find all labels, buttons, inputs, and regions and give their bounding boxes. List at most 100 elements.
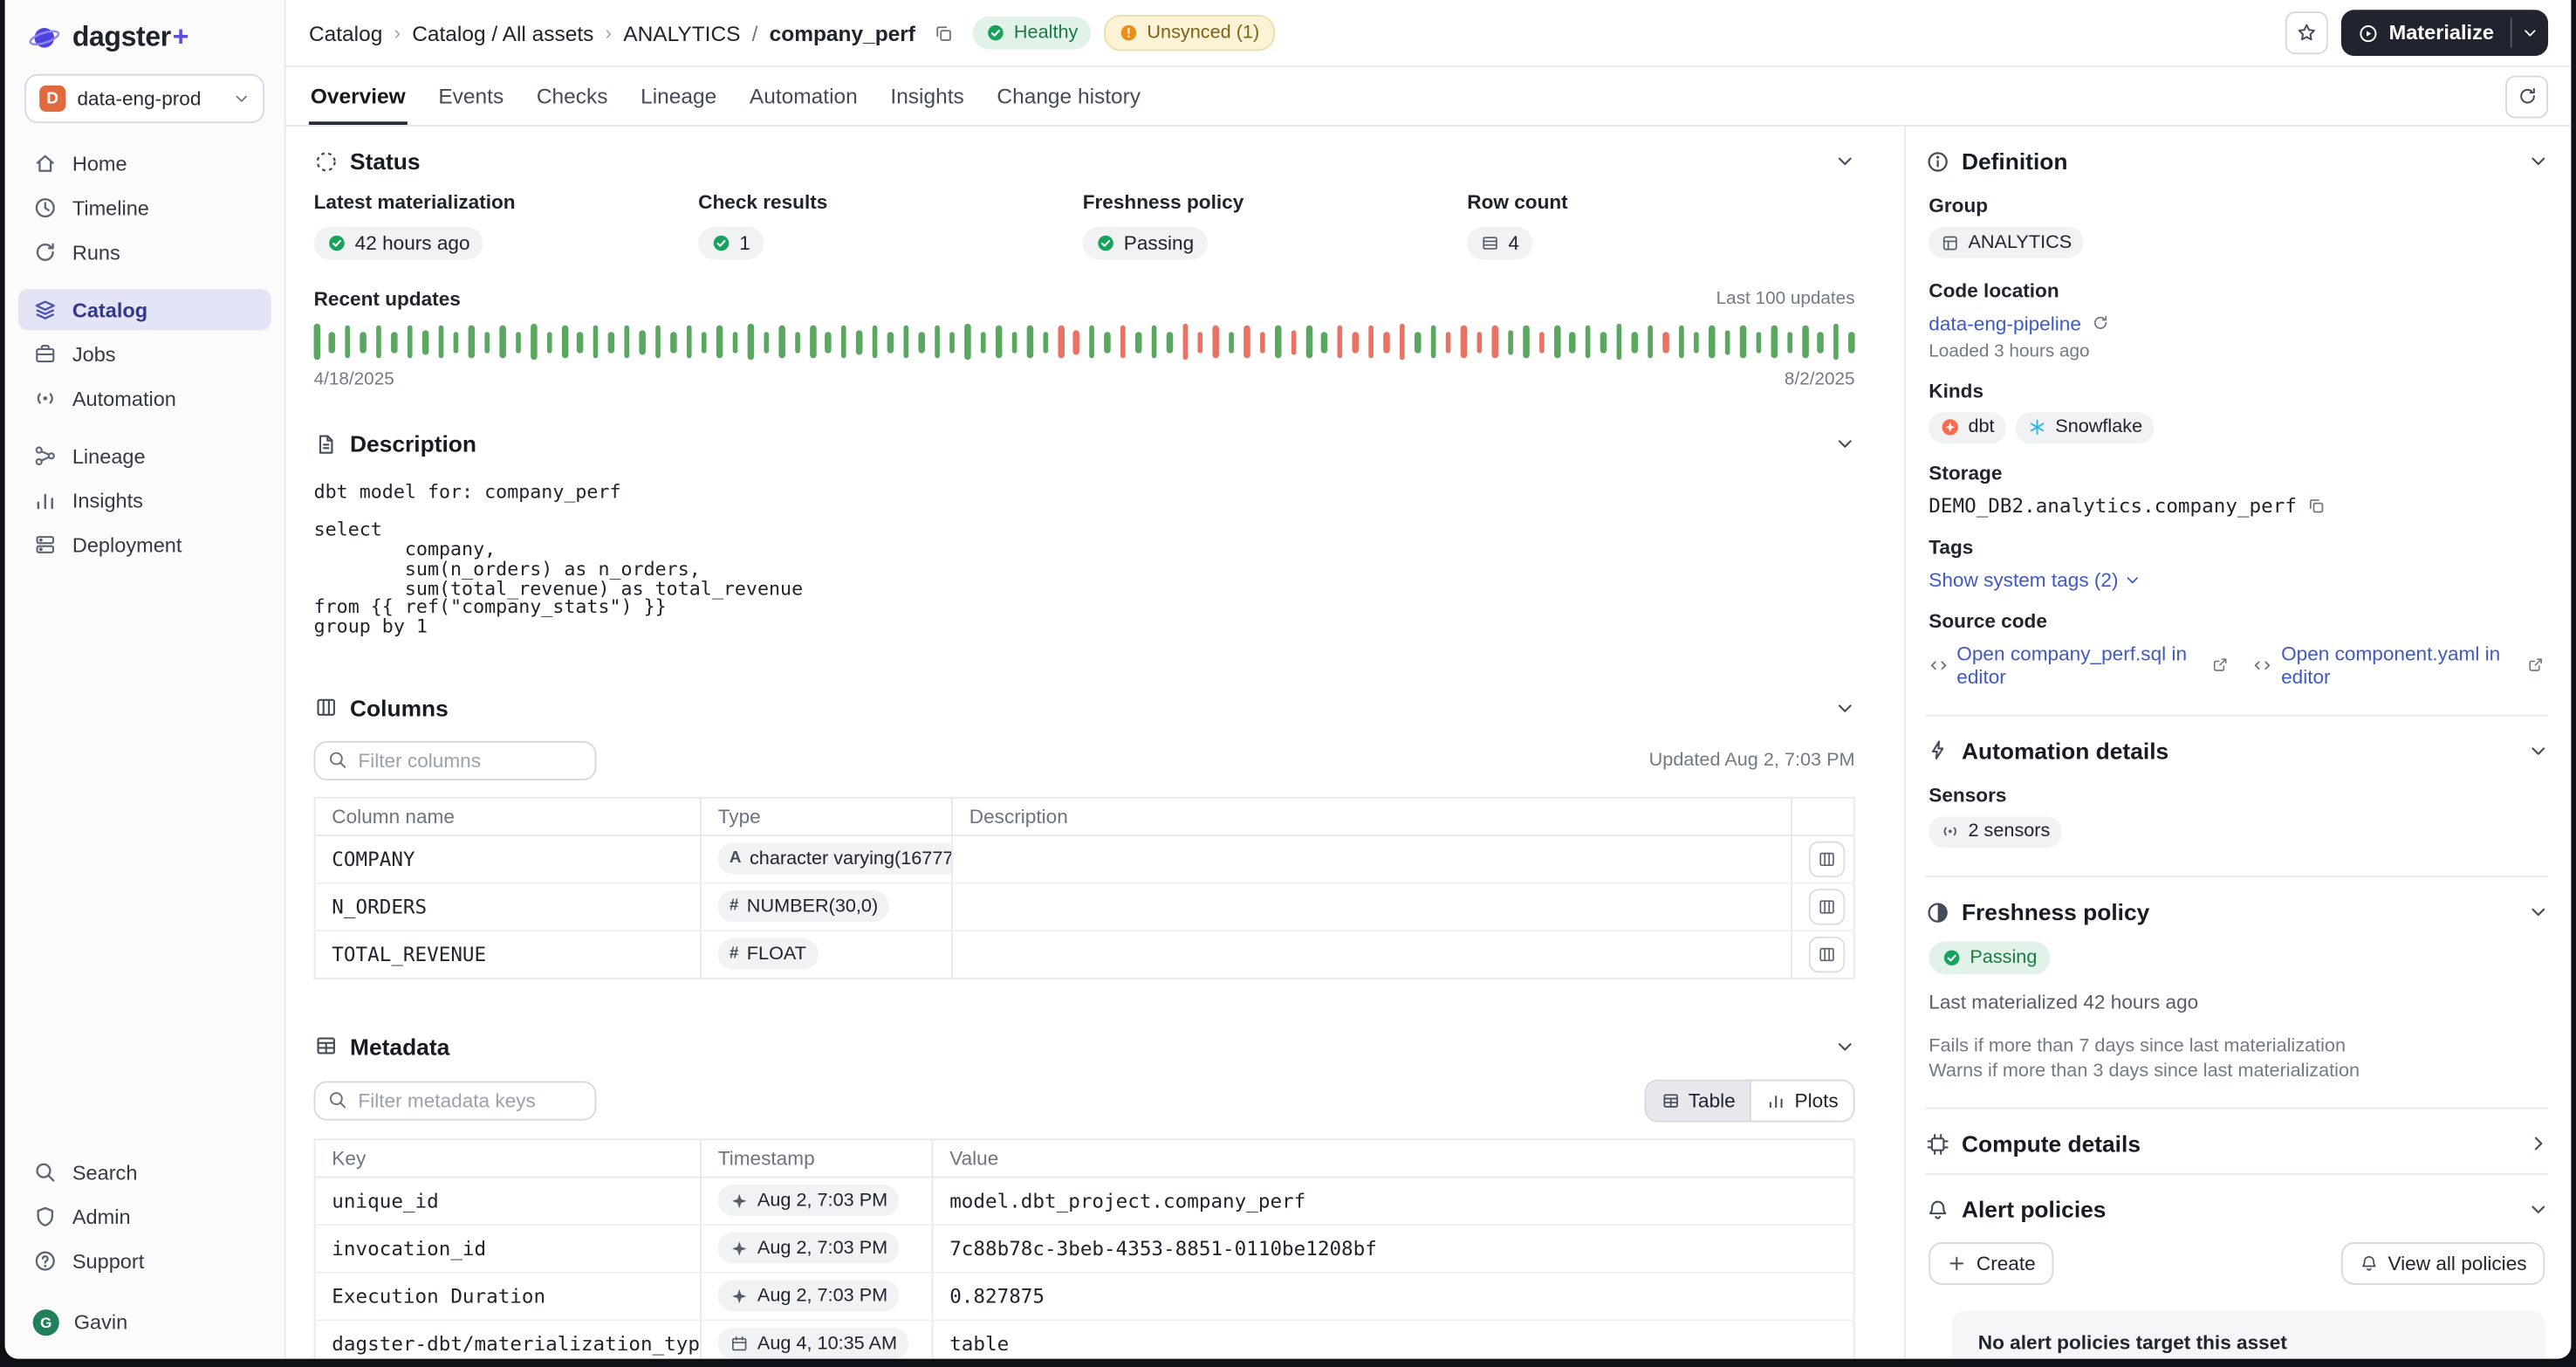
update-bar[interactable] — [593, 325, 599, 359]
tab-lineage[interactable]: Lineage — [641, 83, 717, 109]
update-bar[interactable] — [887, 331, 894, 353]
sidebar-item-admin[interactable]: Admin — [18, 1196, 271, 1237]
expand-chevron-icon[interactable] — [2528, 1134, 2548, 1154]
update-bar[interactable] — [1569, 331, 1576, 353]
update-bar[interactable] — [469, 325, 475, 359]
update-bar[interactable] — [1709, 325, 1716, 359]
update-bar[interactable] — [1104, 331, 1111, 353]
update-bar[interactable] — [546, 331, 552, 353]
filter-columns-input[interactable] — [313, 740, 597, 780]
update-bar[interactable] — [732, 331, 738, 353]
update-bar[interactable] — [701, 331, 708, 353]
sidebar-item-home[interactable]: Home — [18, 143, 271, 184]
sidebar-item-timeline[interactable]: Timeline — [18, 188, 271, 229]
sidebar-item-user[interactable]: G Gavin — [18, 1302, 271, 1343]
timestamp-badge[interactable]: Aug 2, 7:03 PM — [717, 1185, 900, 1217]
favorite-button[interactable] — [2285, 11, 2328, 55]
sidebar-item-lineage[interactable]: Lineage — [18, 436, 271, 477]
update-bar[interactable] — [1833, 323, 1840, 361]
update-bar[interactable] — [1259, 331, 1266, 353]
status-value-badge[interactable]: Passing — [1082, 226, 1208, 260]
update-bar[interactable] — [484, 331, 490, 353]
code-location-link[interactable]: data-eng-pipeline — [1929, 311, 2081, 335]
collapse-chevron-icon[interactable] — [2528, 902, 2548, 922]
update-bar[interactable] — [1151, 325, 1157, 359]
sidebar-item-support[interactable]: Support — [18, 1240, 271, 1281]
tab-checks[interactable]: Checks — [536, 83, 608, 109]
update-bar[interactable] — [654, 325, 661, 359]
update-bar[interactable] — [1724, 329, 1731, 354]
update-bar[interactable] — [716, 325, 723, 359]
source-code-link[interactable]: Open component.yaml in editor — [2253, 642, 2545, 688]
update-bar[interactable] — [453, 331, 460, 353]
update-bar[interactable] — [1337, 325, 1343, 359]
update-bar[interactable] — [1523, 325, 1530, 359]
update-bar[interactable] — [623, 325, 630, 359]
update-bar[interactable] — [1120, 325, 1127, 359]
update-bar[interactable] — [1445, 331, 1452, 353]
update-bar[interactable] — [561, 325, 568, 359]
sidebar-item-deployment[interactable]: Deployment — [18, 524, 271, 565]
source-code-link[interactable]: Open company_perf.sql in editor — [1929, 642, 2230, 688]
update-bar[interactable] — [1802, 325, 1808, 359]
update-bar[interactable] — [1786, 331, 1793, 353]
update-bar[interactable] — [1771, 325, 1778, 359]
tab-events[interactable]: Events — [438, 83, 504, 109]
update-bar[interactable] — [1461, 325, 1468, 359]
update-bar[interactable] — [778, 325, 785, 359]
view-column-metadata-button[interactable] — [1808, 936, 1846, 972]
update-bar[interactable] — [1197, 331, 1203, 353]
update-bar[interactable] — [794, 331, 800, 353]
breadcrumb-group[interactable]: ANALYTICS — [623, 20, 741, 45]
update-bar[interactable] — [1415, 331, 1421, 353]
update-bar[interactable] — [391, 331, 398, 353]
update-bar[interactable] — [1740, 325, 1746, 359]
update-bar[interactable] — [1662, 331, 1668, 353]
update-bar[interactable] — [1491, 325, 1498, 359]
update-bar[interactable] — [856, 329, 863, 354]
refresh-button[interactable] — [2505, 74, 2549, 118]
update-bar[interactable] — [1678, 325, 1684, 359]
update-bar[interactable] — [1275, 325, 1281, 359]
copy-storage-icon[interactable] — [2306, 495, 2326, 515]
update-bar[interactable] — [763, 331, 770, 353]
update-bar[interactable] — [1693, 331, 1700, 353]
update-bar[interactable] — [407, 325, 413, 359]
update-bar[interactable] — [1042, 331, 1049, 353]
update-bar[interactable] — [531, 323, 537, 361]
update-bar[interactable] — [1429, 325, 1436, 359]
timestamp-badge[interactable]: Aug 2, 7:03 PM — [717, 1233, 900, 1264]
update-bar[interactable] — [1073, 329, 1079, 354]
update-bar[interactable] — [639, 329, 646, 354]
materialize-dropdown-button[interactable] — [2512, 10, 2548, 56]
update-bar[interactable] — [810, 325, 816, 359]
update-bar[interactable] — [949, 331, 956, 353]
collapse-chevron-icon[interactable] — [1835, 1036, 1855, 1056]
group-badge[interactable]: ANALYTICS — [1929, 226, 2084, 258]
update-bar[interactable] — [608, 331, 614, 353]
status-value-badge[interactable]: 4 — [1467, 226, 1532, 260]
collapse-chevron-icon[interactable] — [2528, 740, 2548, 760]
sidebar-item-search[interactable]: Search — [18, 1151, 271, 1192]
update-bar[interactable] — [329, 331, 335, 353]
view-column-metadata-button[interactable] — [1808, 888, 1846, 925]
update-bar[interactable] — [1182, 323, 1189, 361]
update-bar[interactable] — [996, 325, 1002, 359]
update-bar[interactable] — [964, 323, 971, 361]
status-value-badge[interactable]: 1 — [698, 226, 764, 260]
timestamp-badge[interactable]: Aug 2, 7:03 PM — [717, 1280, 900, 1312]
update-bar[interactable] — [1538, 331, 1545, 353]
update-bar[interactable] — [670, 331, 676, 353]
update-bar[interactable] — [437, 325, 444, 359]
update-bar[interactable] — [1026, 325, 1033, 359]
update-bar[interactable] — [499, 325, 506, 359]
update-bar[interactable] — [1135, 331, 1141, 353]
update-bar[interactable] — [1631, 331, 1638, 353]
show-system-tags-link[interactable]: Show system tags (2) — [1929, 567, 2119, 591]
update-bar[interactable] — [1321, 331, 1328, 353]
sidebar-item-insights[interactable]: Insights — [18, 480, 271, 521]
update-bar[interactable] — [686, 325, 692, 359]
filter-metadata-input[interactable] — [313, 1081, 597, 1121]
update-bar[interactable] — [360, 331, 367, 353]
tab-automation[interactable]: Automation — [749, 83, 858, 109]
